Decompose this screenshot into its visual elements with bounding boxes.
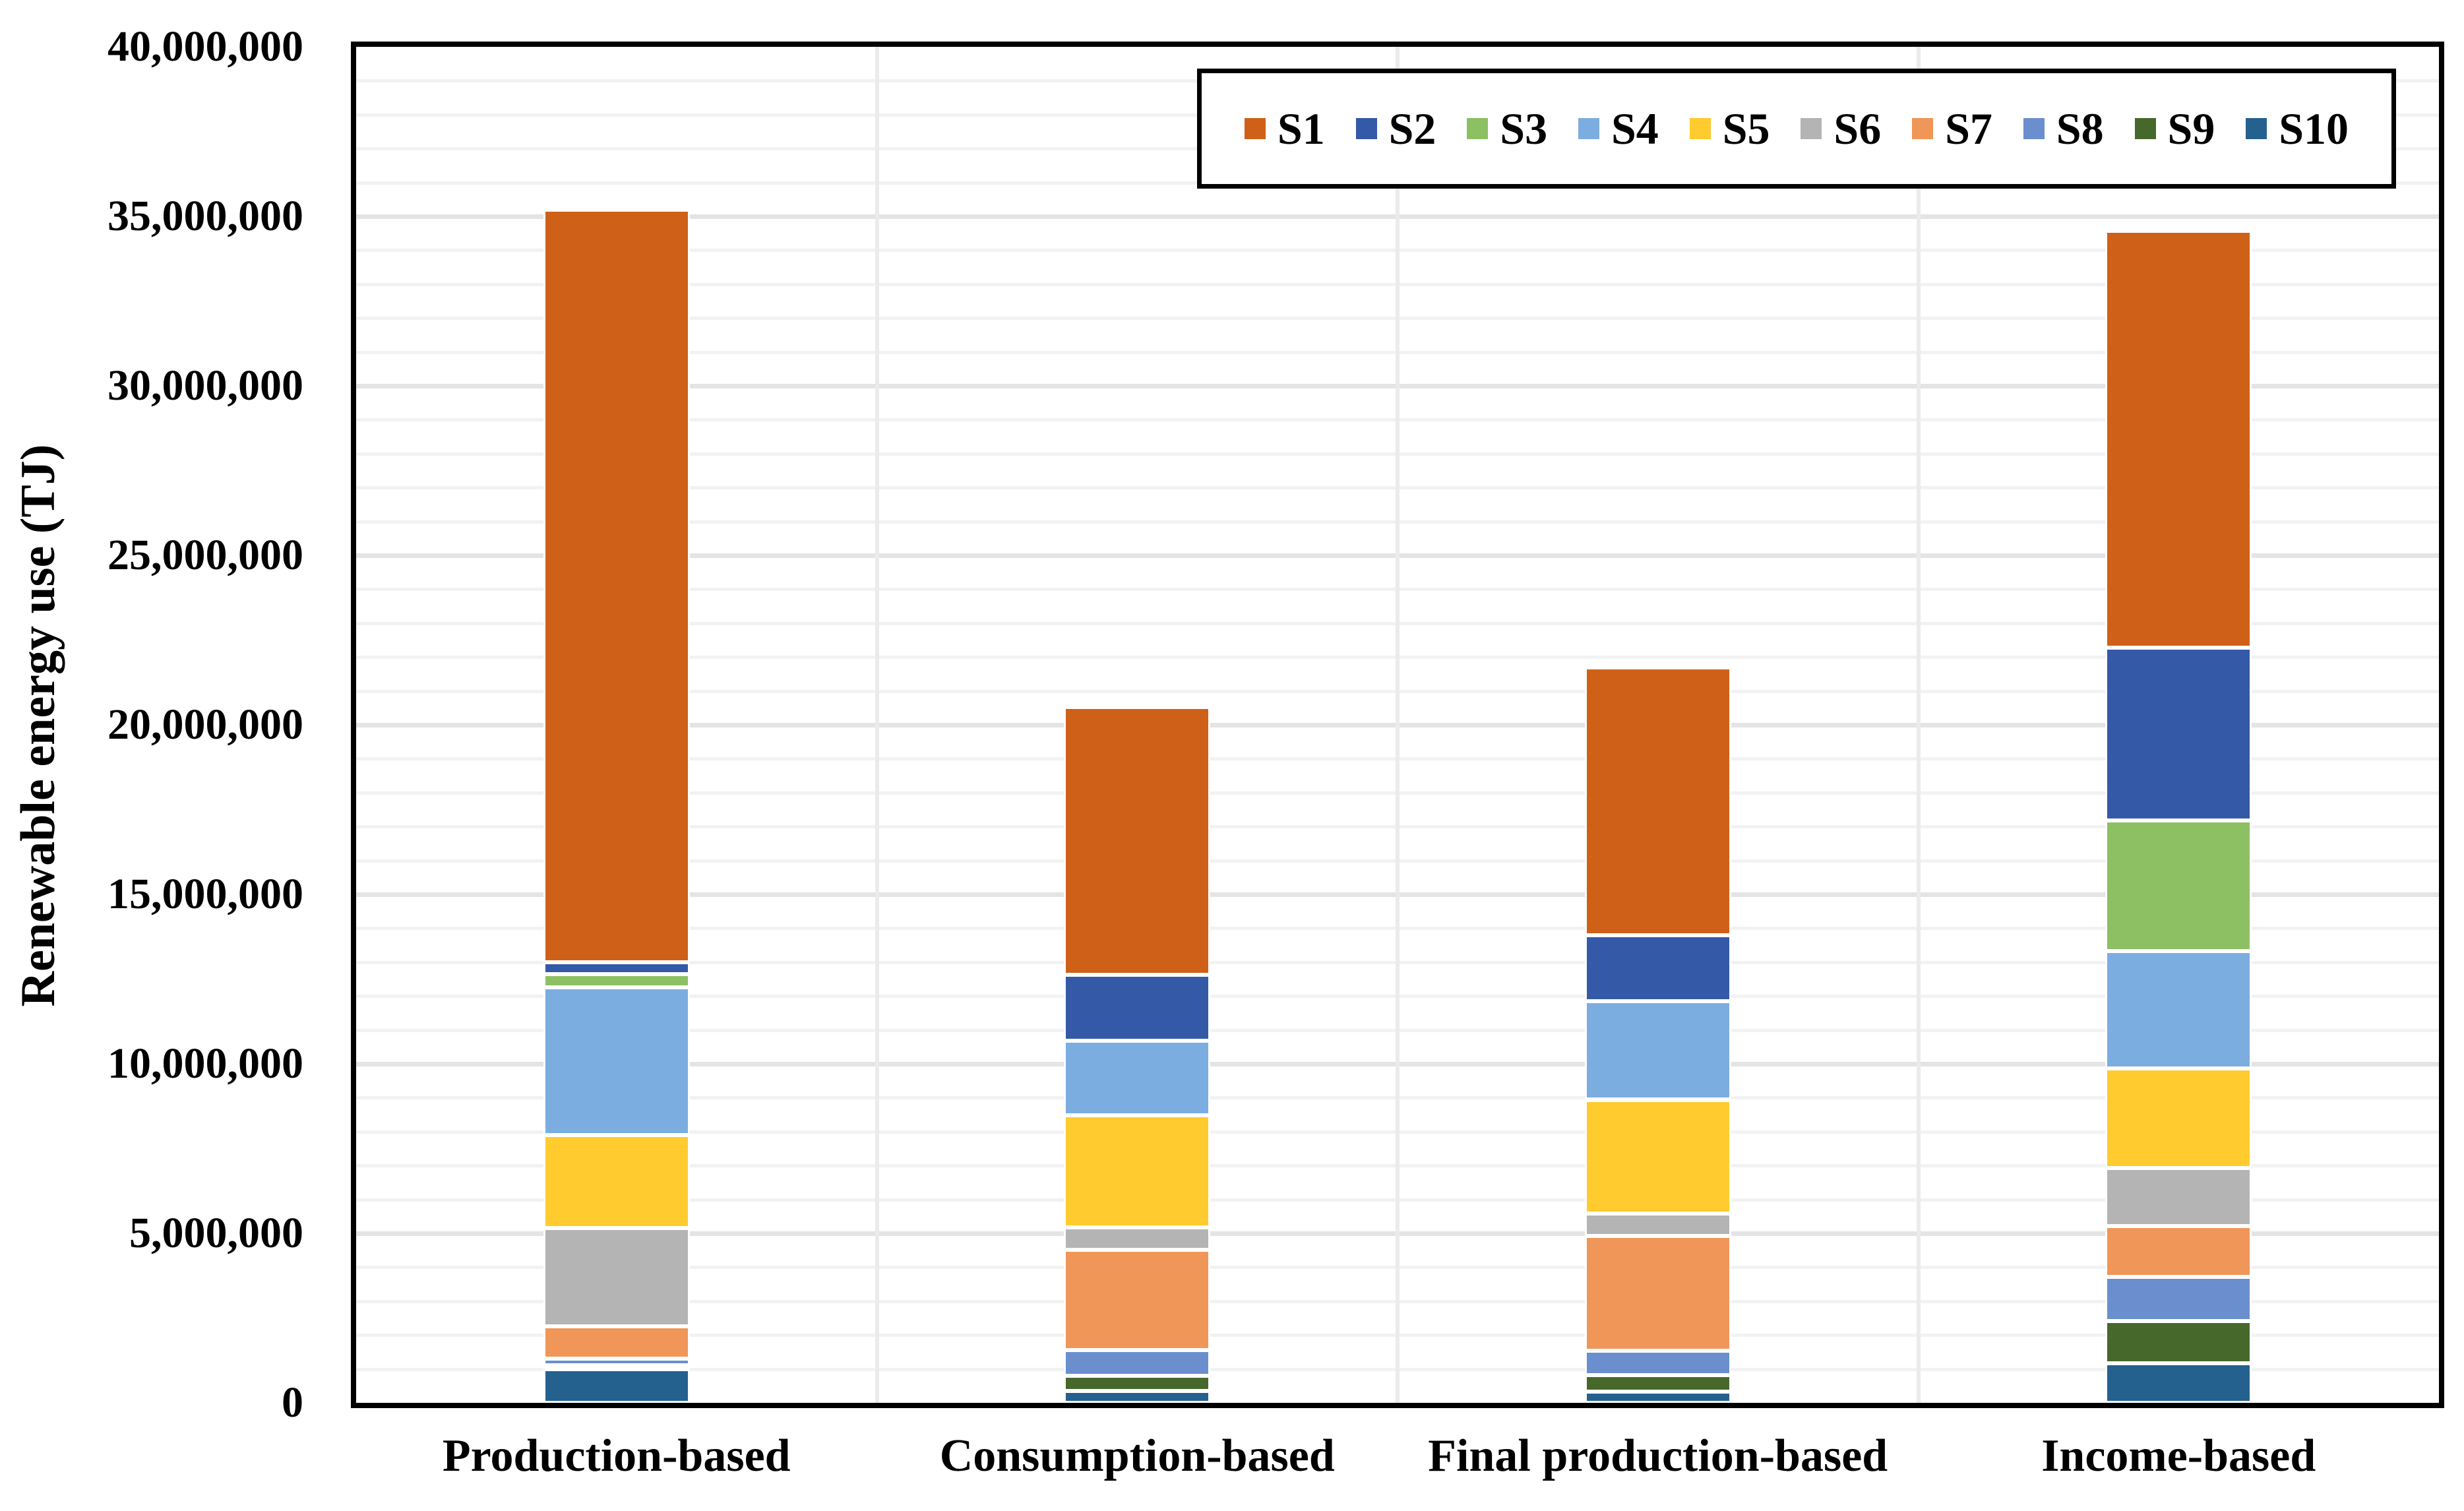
bar-segment-s1: [543, 209, 690, 962]
bar-segment-s10: [2105, 1363, 2252, 1403]
legend-swatch-icon: [2134, 118, 2156, 139]
legend-item-s10: S10: [2246, 106, 2349, 151]
bar-segment-s6: [2105, 1168, 2252, 1226]
bar-segment-s8: [543, 1359, 690, 1366]
legend-swatch-icon: [1912, 118, 1934, 139]
legend-label: S9: [2167, 104, 2215, 154]
bar-income-based: [2105, 231, 2252, 1403]
category-label: Income-based: [2041, 1431, 2316, 1481]
gridline-vertical-separator: [1396, 47, 1400, 1403]
legend-swatch-icon: [1244, 118, 1266, 139]
y-tick-label: 30,000,000: [108, 361, 303, 410]
bar-segment-s2: [1064, 974, 1211, 1041]
bar-segment-s7: [2105, 1225, 2252, 1277]
bar-segment-s9: [1064, 1375, 1211, 1392]
bar-segment-s8: [1064, 1349, 1211, 1376]
bar-segment-s6: [1584, 1213, 1731, 1236]
bar-segment-s10: [1584, 1392, 1731, 1403]
legend-swatch-icon: [1355, 118, 1377, 139]
bar-production-based: [543, 209, 690, 1403]
legend-item-s2: S2: [1355, 104, 1436, 154]
y-tick-label: 5,000,000: [129, 1209, 303, 1257]
legend-item-s8: S8: [2023, 106, 2104, 151]
legend-item-s9: S9: [2134, 104, 2215, 154]
bar-segment-s2: [1584, 935, 1731, 1002]
legend-item-s7: S7: [1912, 106, 1992, 151]
bar-segment-s10: [1064, 1391, 1211, 1403]
bar-segment-s1: [1584, 667, 1731, 936]
bar-segment-s4: [543, 987, 690, 1135]
y-tick-label: 20,000,000: [108, 700, 303, 749]
legend-item-s6: S6: [1801, 106, 1881, 151]
legend-item-s3: S3: [1467, 106, 1547, 151]
legend-label: S7: [1945, 104, 1992, 154]
bar-segment-s1: [1064, 706, 1211, 975]
legend-label: S5: [1722, 104, 1770, 154]
category-label: Consumption-based: [939, 1431, 1335, 1481]
category-label: Final production-based: [1428, 1431, 1888, 1481]
bar-segment-s8: [1584, 1351, 1731, 1376]
bar-segment-s10: [543, 1369, 690, 1403]
bar-segment-s7: [1064, 1250, 1211, 1350]
gridline-vertical-separator: [1916, 47, 1921, 1403]
bar-segment-s6: [543, 1228, 690, 1327]
y-tick-label: 0: [282, 1378, 303, 1427]
bar-segment-s9: [543, 1365, 690, 1369]
legend-swatch-icon: [1467, 118, 1489, 139]
legend: S1 S2 S3 S4 S5 S6 S7 S8 S9 S10: [1197, 69, 2396, 189]
bar-segment-s1: [2105, 231, 2252, 648]
gridline-vertical-separator: [875, 47, 879, 1403]
category-label: Production-based: [442, 1431, 791, 1481]
plot-area: [356, 47, 2439, 1403]
legend-swatch-icon: [2246, 118, 2267, 139]
legend-item-s5: S5: [1689, 104, 1770, 154]
bar-segment-s5: [2105, 1068, 2252, 1169]
bar-consumption-based: [1064, 706, 1211, 1403]
bar-segment-s4: [2105, 951, 2252, 1068]
legend-swatch-icon: [1578, 118, 1599, 139]
bar-segment-s2: [2105, 648, 2252, 821]
bar-segment-s7: [543, 1326, 690, 1359]
bar-segment-s5: [543, 1134, 690, 1229]
bar-final-production-based: [1584, 667, 1731, 1403]
bar-segment-s3: [2105, 820, 2252, 952]
bar-segment-s4: [1584, 1001, 1731, 1100]
bar-segment-s4: [1064, 1041, 1211, 1116]
bar-segment-s7: [1584, 1235, 1731, 1351]
bar-segment-s2: [543, 962, 690, 974]
bar-segment-s9: [2105, 1320, 2252, 1363]
legend-swatch-icon: [2023, 118, 2045, 139]
legend-item-s1: S1: [1244, 104, 1325, 154]
y-tick-label: 15,000,000: [108, 870, 303, 918]
bar-segment-s6: [1064, 1227, 1211, 1250]
y-tick-label: 35,000,000: [108, 192, 303, 240]
legend-item-s4: S4: [1578, 106, 1659, 151]
bar-segment-s8: [2105, 1276, 2252, 1321]
legend-label: S2: [1388, 104, 1436, 154]
bar-segment-s3: [543, 973, 690, 988]
bar-segment-s5: [1064, 1115, 1211, 1227]
y-tick-label: 10,000,000: [108, 1039, 303, 1088]
y-tick-label: 25,000,000: [108, 531, 303, 579]
legend-label: S10: [2279, 104, 2349, 154]
legend-label: S6: [1833, 104, 1882, 154]
bar-segment-s5: [1584, 1099, 1731, 1214]
legend-swatch-icon: [1801, 118, 1822, 139]
legend-swatch-icon: [1689, 118, 1711, 139]
legend-label: S3: [1500, 104, 1548, 154]
bar-segment-s9: [1584, 1375, 1731, 1392]
legend-label: S4: [1611, 104, 1659, 154]
legend-label: S8: [2056, 104, 2104, 154]
legend-label: S1: [1277, 104, 1325, 154]
y-tick-label: 40,000,000: [108, 22, 303, 71]
